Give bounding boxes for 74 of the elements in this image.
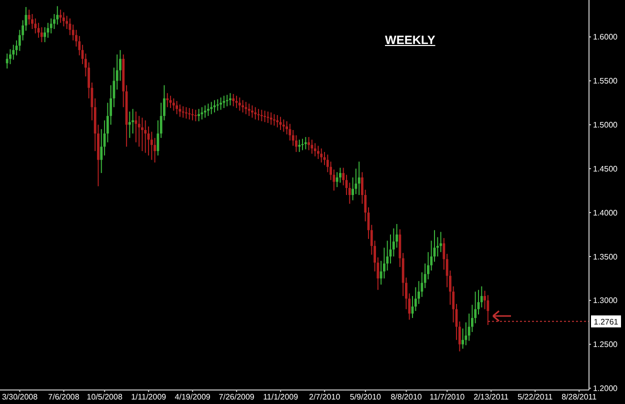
- candlestick: [210, 101, 213, 115]
- candlestick: [336, 172, 338, 188]
- candlestick: [12, 44, 15, 60]
- candlestick: [310, 139, 314, 154]
- candlestick: [244, 101, 248, 115]
- candlestick: [62, 12, 65, 27]
- x-tick-label: 7/6/2008: [48, 392, 80, 402]
- candlestick: [176, 100, 178, 115]
- candlestick: [138, 115, 140, 148]
- ref-line-label: 1.2761: [594, 317, 619, 326]
- candlestick: [251, 104, 254, 118]
- x-tick-label: 11/7/2010: [430, 392, 466, 402]
- candlestick: [232, 93, 235, 107]
- candlestick: [144, 120, 147, 154]
- candlestick: [141, 117, 144, 152]
- x-tick-label: 1/11/2009: [131, 392, 167, 402]
- candlestick: [204, 104, 206, 118]
- candlestick: [270, 112, 272, 126]
- candlestick: [28, 9, 30, 26]
- candlestick: [266, 111, 270, 124]
- candlestick: [358, 161, 360, 196]
- x-tick-label: 5/9/2010: [350, 392, 382, 402]
- x-tick-label: 8/28/2011: [562, 392, 598, 402]
- candlestick: [128, 111, 131, 138]
- candlestick: [198, 108, 200, 122]
- candlestick: [235, 95, 238, 109]
- candlestick: [9, 48, 12, 65]
- y-tick-label: 1.4500: [593, 164, 618, 174]
- candlestick: [308, 136, 310, 151]
- candlestick: [260, 109, 263, 122]
- candlestick: [317, 145, 320, 160]
- x-tick-label: 7/26/2009: [218, 392, 255, 402]
- candlestick: [216, 98, 219, 112]
- x-tick-label: 3/30/2008: [2, 392, 38, 402]
- y-tick-label: 1.4000: [593, 208, 618, 218]
- candlestick: [182, 106, 184, 118]
- candlestick: [31, 14, 34, 30]
- candlestick: [314, 142, 316, 157]
- candlestick: [339, 167, 342, 184]
- x-tick-label: 8/8/2010: [390, 392, 422, 402]
- candlestick: [6, 53, 8, 70]
- candlestick: [169, 95, 172, 109]
- x-tick-label: 11/1/2009: [263, 392, 299, 402]
- candlestick: [185, 106, 188, 120]
- candlestick: [222, 95, 226, 109]
- x-tick-label: 5/22/2011: [518, 392, 554, 402]
- candlestick: [282, 118, 285, 132]
- candlestick: [34, 18, 37, 34]
- candlestick: [273, 114, 276, 126]
- y-tick-label: 1.5500: [593, 76, 618, 86]
- candlestick: [50, 18, 52, 34]
- x-tick-label: 2/7/2010: [309, 392, 341, 402]
- y-tick-label: 1.2500: [593, 340, 618, 350]
- candlestick: [238, 97, 241, 112]
- y-tick-label: 1.5000: [593, 120, 618, 130]
- candlestick: [486, 294, 490, 326]
- candlestick: [320, 148, 323, 163]
- candlestick: [40, 26, 43, 43]
- candlestick: [188, 108, 191, 120]
- y-tick-label: 1.3000: [593, 296, 618, 306]
- text: WEEKLY: [385, 33, 436, 47]
- x-tick-label: 4/19/2009: [174, 392, 211, 402]
- candlestick: [172, 98, 175, 112]
- y-tick-label: 1.3500: [593, 252, 618, 262]
- y-tick-label: 1.2000: [593, 384, 618, 394]
- y-tick-label: 1.6000: [593, 32, 618, 42]
- candlestick: [44, 26, 46, 43]
- candlestick: [440, 231, 442, 253]
- candlestick: [56, 6, 59, 26]
- candlestick: [194, 109, 197, 122]
- candlestick: [226, 94, 228, 107]
- x-tick-label: 10/5/2008: [86, 392, 123, 402]
- candlestick: [264, 110, 266, 123]
- x-tick-label: 2/13/2011: [474, 392, 510, 402]
